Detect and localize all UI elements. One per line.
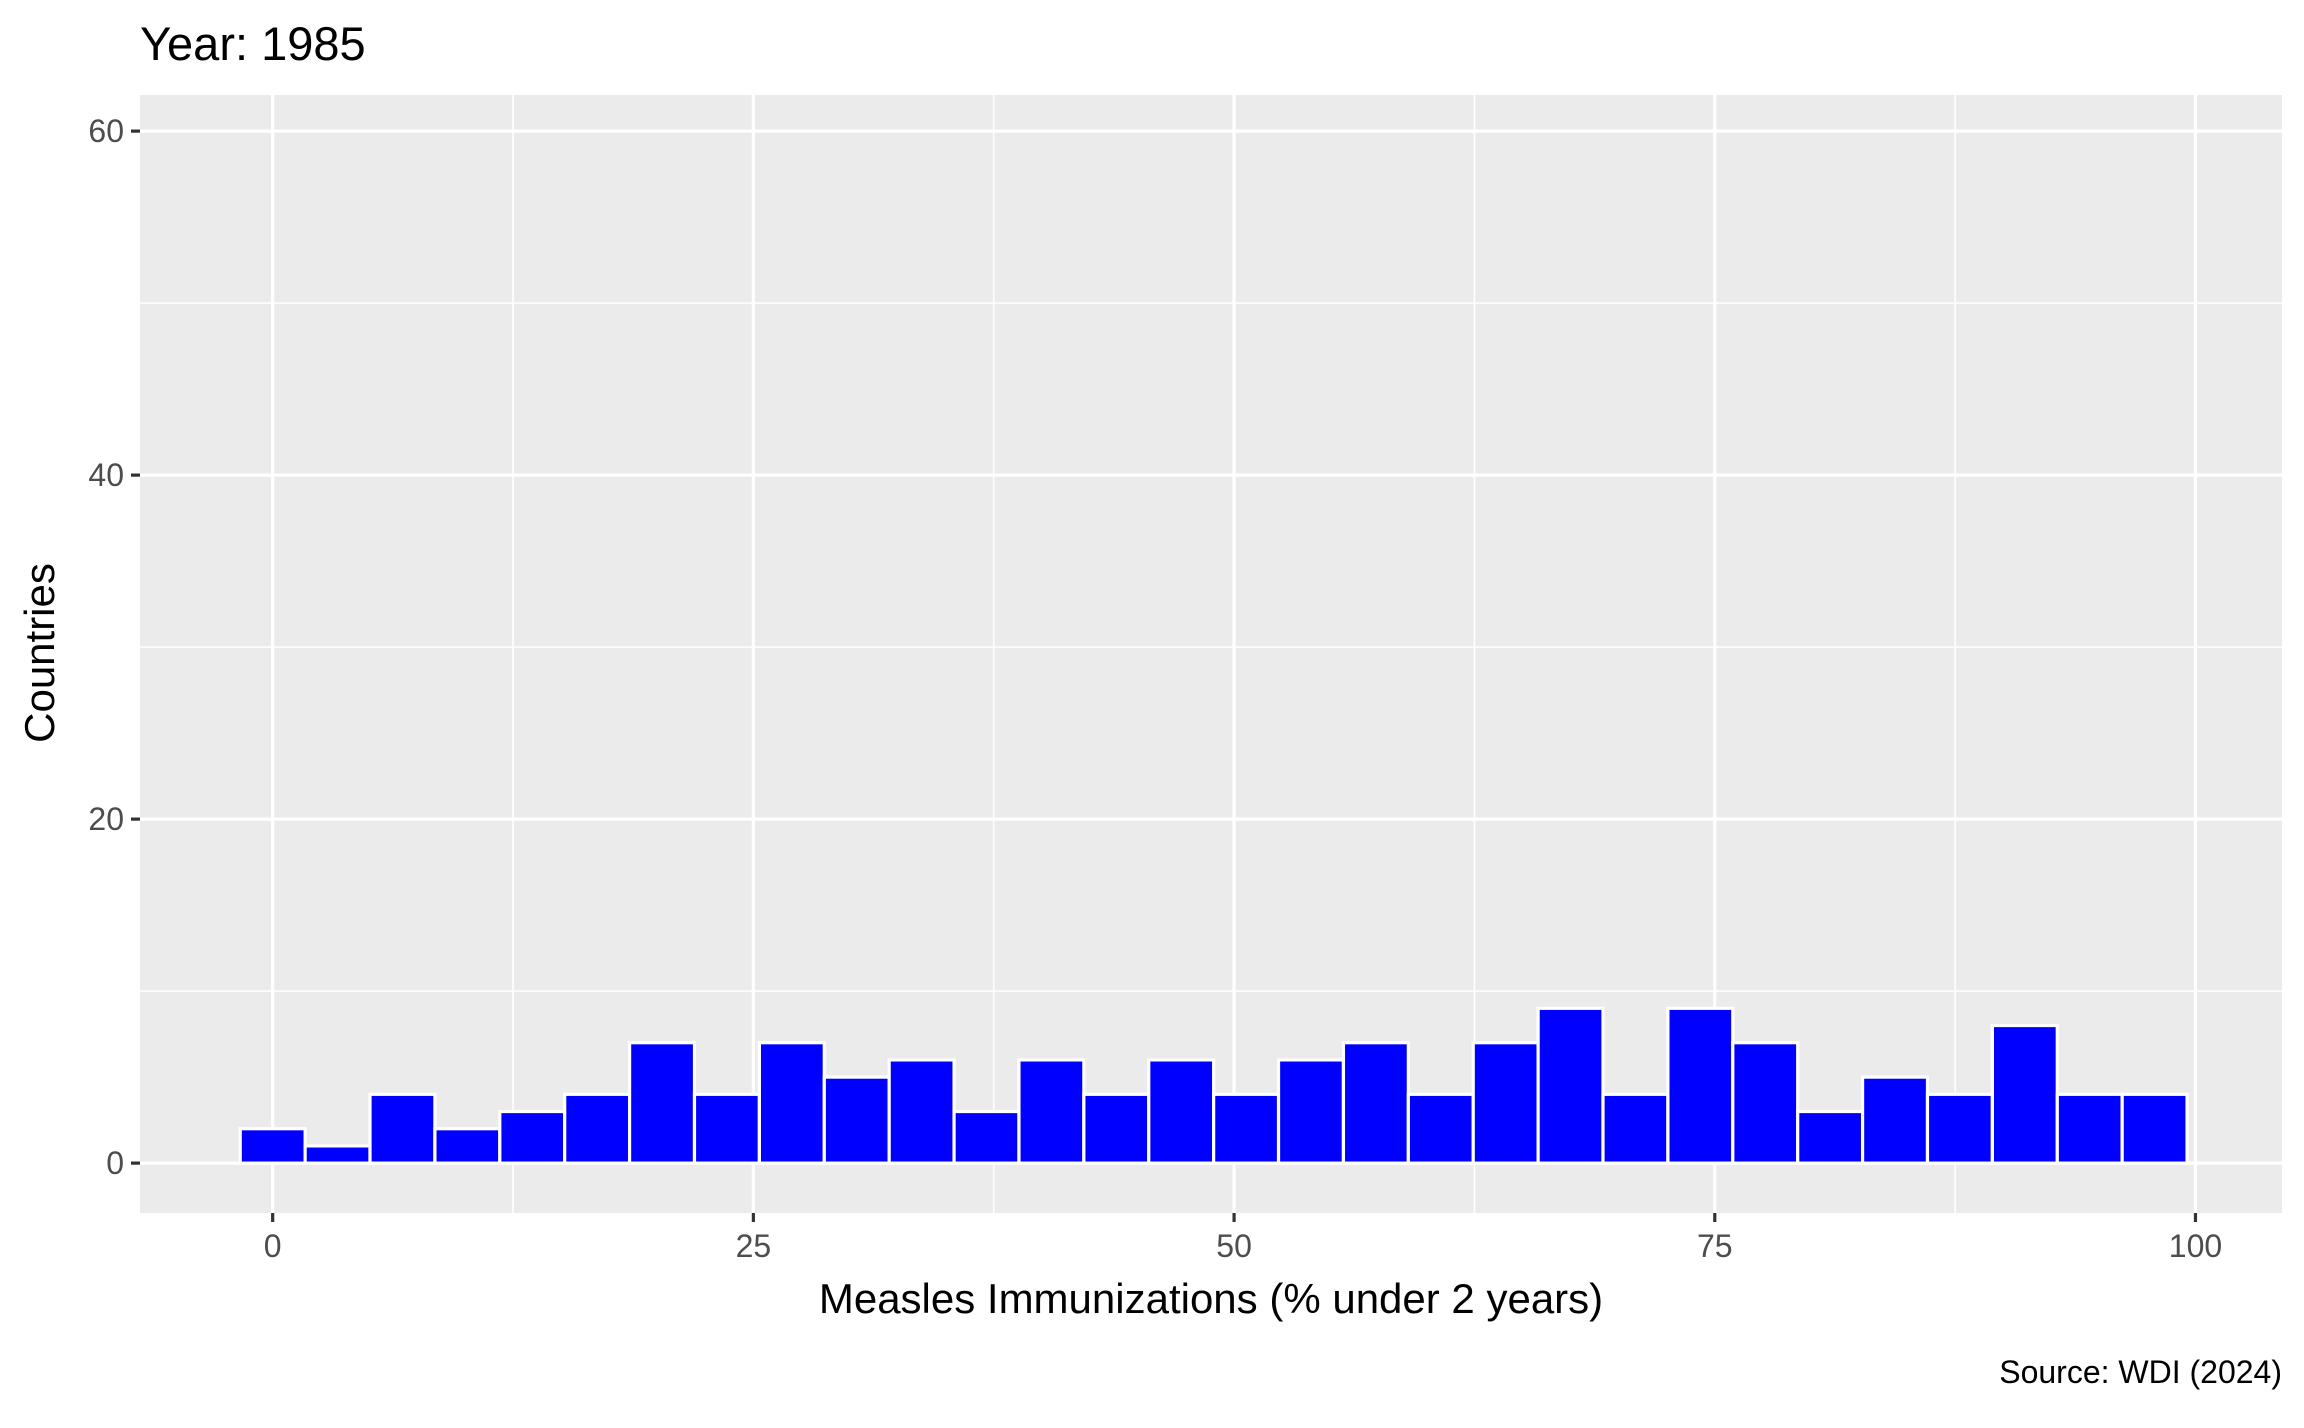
histogram-bar (238, 1127, 307, 1165)
histogram-bar (1276, 1058, 1346, 1165)
histogram-bar (692, 1092, 761, 1165)
y-tick-label: 20 (88, 801, 124, 837)
histogram-bar (2120, 1092, 2189, 1165)
x-tick-label: 25 (736, 1228, 772, 1264)
histogram-bar (1212, 1092, 1281, 1165)
panel-background (140, 95, 2282, 1213)
y-axis-title: Countries (16, 563, 63, 743)
chart-title: Year: 1985 (140, 17, 366, 70)
histogram-bar (1666, 1006, 1735, 1165)
histogram-bar (627, 1041, 697, 1165)
histogram-bar (1796, 1109, 1865, 1165)
x-tick-label: 0 (264, 1228, 282, 1264)
histogram-bar (2055, 1092, 2124, 1165)
histogram-bar (563, 1092, 632, 1165)
histogram-bar (1341, 1041, 1410, 1165)
histogram-bar (1601, 1092, 1670, 1165)
histogram-bar (1017, 1058, 1086, 1165)
histogram-bar (498, 1109, 567, 1165)
y-tick-label: 0 (106, 1145, 124, 1181)
histogram-bar (1082, 1092, 1151, 1165)
histogram-bar (887, 1058, 956, 1165)
histogram-bar (757, 1041, 826, 1165)
histogram-bar (1925, 1092, 1994, 1165)
x-tick-label: 100 (2169, 1228, 2222, 1264)
x-tick-label: 50 (1216, 1228, 1252, 1264)
y-tick-label: 60 (88, 113, 124, 149)
bars (238, 1006, 2189, 1165)
axes: 0 25 50 75 100 0 20 40 60 (88, 113, 2222, 1264)
x-tick-label: 75 (1697, 1228, 1733, 1264)
y-tick-label: 40 (88, 457, 124, 493)
histogram-bar (303, 1144, 372, 1165)
histogram-bar (822, 1075, 891, 1165)
source-caption: Source: WDI (2024) (1999, 1354, 2282, 1390)
histogram-bar (1471, 1041, 1540, 1165)
x-axis-title: Measles Immunizations (% under 2 years) (819, 1275, 1603, 1322)
histogram-bar (1147, 1058, 1216, 1165)
histogram-bar (433, 1127, 502, 1165)
histogram-bar (1860, 1075, 1930, 1165)
histogram-bar (368, 1092, 437, 1165)
histogram-bar (1990, 1023, 2059, 1165)
histogram-bar (1731, 1041, 1800, 1165)
plot-panel (140, 95, 2282, 1213)
histogram-bar (952, 1109, 1021, 1165)
histogram-bar (1536, 1006, 1605, 1165)
histogram-bar (1406, 1092, 1475, 1165)
